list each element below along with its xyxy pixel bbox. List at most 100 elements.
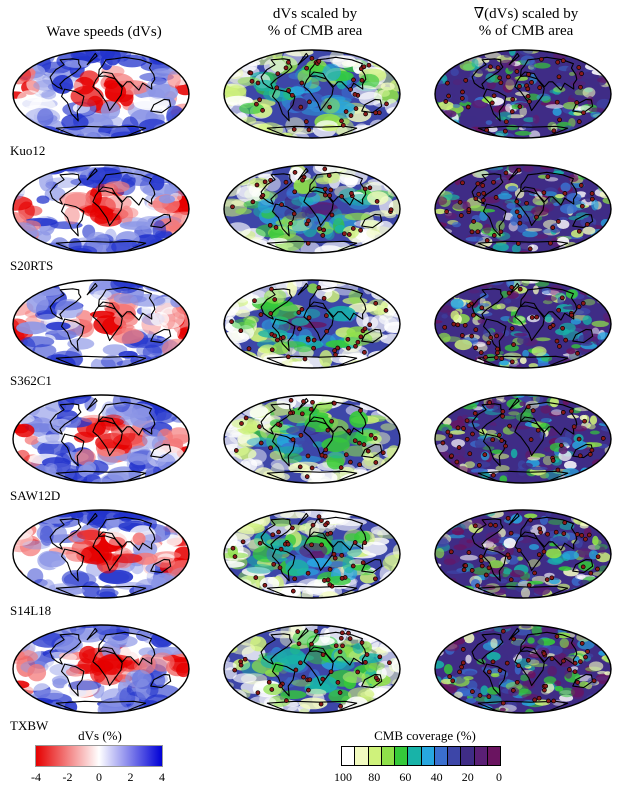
- hotspot-marker: [339, 630, 345, 636]
- hotspot-marker: [479, 558, 484, 563]
- cmb-coverage-colorbar: [341, 746, 501, 766]
- hotspot-marker: [306, 218, 311, 224]
- hotspot-marker: [362, 350, 367, 355]
- dvs-tick-label: -2: [62, 770, 73, 784]
- hotspot-marker: [272, 333, 278, 339]
- hotspot-marker: [586, 532, 592, 538]
- hotspot-marker: [559, 295, 565, 301]
- hotspot-marker: [553, 529, 559, 535]
- cmb-colorbar-segment: [473, 747, 487, 765]
- hotspot-marker: [239, 421, 244, 426]
- hotspot-marker: [299, 411, 305, 417]
- hotspot-marker: [579, 641, 585, 646]
- hotspot-marker: [587, 452, 593, 457]
- hotspot-marker: [446, 93, 451, 99]
- dvs-tick-label: 2: [127, 770, 134, 784]
- hotspot-marker: [255, 690, 261, 696]
- hotspot-marker: [525, 94, 531, 99]
- hotspot-marker: [342, 231, 347, 237]
- hotspot-marker: [373, 301, 379, 306]
- hotspot-marker: [534, 214, 539, 220]
- hotspot-marker: [276, 529, 281, 535]
- hotspot-marker: [463, 78, 469, 83]
- hotspot-marker: [305, 240, 311, 246]
- hotspot-marker: [490, 437, 496, 443]
- hotspot-marker: [316, 58, 322, 64]
- hotspot-marker: [576, 304, 582, 310]
- hotspot-marker: [332, 555, 338, 561]
- hotspot-marker: [286, 88, 291, 93]
- gradient-scaled-map-saw12d: [433, 393, 613, 485]
- hotspot-marker: [262, 179, 268, 185]
- column-title-wave-speeds: Wave speeds (dVs): [46, 24, 162, 40]
- hotspot-marker: [478, 350, 484, 355]
- cmb-tick-label: 0: [496, 770, 502, 784]
- hotspot-marker: [516, 548, 522, 553]
- hotspot-marker: [298, 660, 303, 666]
- hotspot-marker: [278, 683, 283, 689]
- hotspot-marker: [460, 180, 465, 186]
- hotspot-marker: [482, 452, 488, 457]
- hotspot-marker: [296, 641, 302, 647]
- hotspot-marker: [562, 191, 568, 196]
- hotspot-marker: [544, 577, 550, 582]
- hotspot-marker: [359, 77, 365, 83]
- hotspot-marker: [471, 312, 476, 318]
- hotspot-marker: [514, 209, 520, 215]
- hotspot-marker: [510, 96, 516, 102]
- hotspot-marker: [470, 689, 475, 694]
- hotspot-marker: [373, 675, 379, 681]
- hotspot-marker: [578, 659, 583, 665]
- hotspot-marker: [477, 693, 483, 698]
- hotspot-marker: [585, 649, 590, 654]
- hotspot-marker: [343, 452, 349, 458]
- hotspot-marker: [318, 701, 324, 707]
- dvs-colorbar: [35, 745, 163, 767]
- hotspot-marker: [475, 583, 480, 589]
- hotspot-marker: [269, 286, 274, 292]
- hotspot-marker: [537, 526, 543, 532]
- hotspot-marker: [578, 183, 584, 188]
- hotspot-marker: [274, 337, 280, 343]
- hotspot-marker: [588, 570, 594, 576]
- hotspot-marker: [238, 659, 244, 665]
- gradient-scaled-map-s20rts: [433, 163, 613, 255]
- hotspot-marker: [560, 325, 565, 331]
- hotspot-marker: [517, 84, 522, 89]
- hotspot-marker: [479, 305, 485, 311]
- dvs-map-txbw: [11, 623, 191, 715]
- hotspot-marker: [500, 700, 506, 706]
- hotspot-marker: [576, 65, 582, 70]
- hotspot-marker: [472, 523, 478, 529]
- hotspot-marker: [517, 220, 523, 226]
- hotspot-marker: [579, 533, 585, 538]
- hotspot-marker: [327, 567, 333, 572]
- hotspot-marker: [347, 636, 353, 641]
- hotspot-marker: [445, 80, 450, 86]
- hotspot-marker: [233, 448, 239, 453]
- hotspot-marker: [576, 228, 582, 234]
- hotspot-marker: [328, 187, 334, 193]
- hotspot-marker: [484, 238, 490, 243]
- hotspot-marker: [255, 80, 261, 86]
- hotspot-marker: [299, 80, 305, 86]
- gradient-scaled-map-txbw: [433, 623, 613, 715]
- hotspot-marker: [534, 314, 540, 320]
- hotspot-marker: [480, 183, 486, 188]
- hotspot-marker: [232, 554, 238, 559]
- hotspot-marker: [387, 660, 392, 666]
- hotspot-marker: [580, 564, 586, 570]
- dvs-map-kuo12: [11, 48, 191, 140]
- hotspot-marker: [338, 635, 344, 641]
- hotspot-marker: [346, 428, 352, 434]
- hotspot-marker: [367, 322, 373, 328]
- dvs-scaled-map-s20rts: [222, 163, 402, 255]
- hotspot-marker: [349, 191, 354, 196]
- hotspot-marker: [258, 440, 264, 446]
- hotspot-marker: [339, 575, 345, 581]
- hotspot-marker: [357, 440, 362, 446]
- hotspot-marker: [269, 687, 275, 692]
- hotspot-marker: [462, 322, 468, 328]
- hotspot-marker: [529, 80, 534, 85]
- hotspot-marker: [332, 348, 337, 353]
